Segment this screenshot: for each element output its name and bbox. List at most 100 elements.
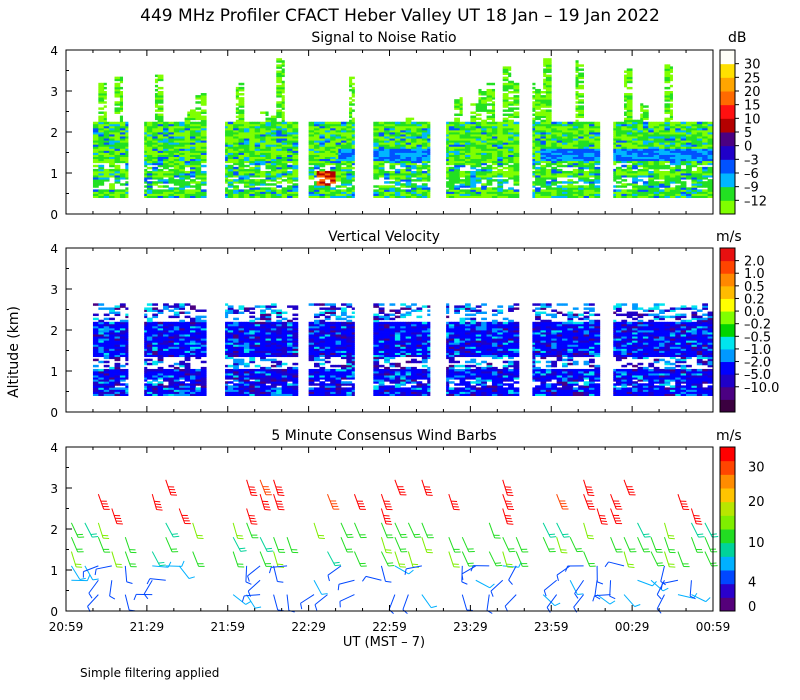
- snr-cell: [187, 191, 191, 194]
- snr-cell: [198, 158, 202, 162]
- snr-cell: [187, 158, 191, 162]
- snr-cell: [160, 99, 164, 102]
- snr-cell: [190, 125, 194, 129]
- snr-cell: [200, 136, 204, 139]
- snr-cell: [195, 97, 199, 100]
- snr-cell: [146, 132, 150, 135]
- snr-cell: [98, 154, 102, 157]
- snr-cell: [195, 101, 199, 104]
- snr-cell: [119, 134, 124, 137]
- snr-cell: [119, 144, 124, 147]
- snr-cell: [276, 189, 280, 192]
- snr-cell: [227, 156, 231, 160]
- snr-cell: [146, 166, 150, 170]
- snr-cell: [198, 123, 202, 127]
- snr-cell: [176, 150, 180, 153]
- snr-cell: [184, 181, 188, 184]
- snr-cell: [491, 170, 496, 174]
- snr-cell: [462, 189, 466, 192]
- snr-cell: [181, 148, 186, 151]
- snr-cell: [146, 162, 150, 166]
- snr-cell: [173, 195, 177, 198]
- snr-cell: [149, 132, 153, 135]
- snr-cell: [109, 158, 113, 162]
- snr-cell: [154, 127, 159, 131]
- snr-cell: [173, 146, 177, 149]
- snr-cell: [187, 181, 191, 184]
- snr-cell: [241, 93, 245, 96]
- snr-cell: [109, 140, 113, 143]
- snr-cell: [119, 91, 124, 94]
- snr-cell: [489, 103, 493, 106]
- snr-cell: [225, 140, 229, 143]
- snr-cell: [510, 119, 514, 123]
- snr-cell: [95, 150, 99, 153]
- snr-cell: [109, 191, 113, 194]
- snr-cell: [119, 189, 124, 192]
- snr-cell: [225, 191, 229, 194]
- snr-cell: [154, 103, 159, 106]
- snr-cell: [335, 121, 339, 125]
- snr-cell: [149, 152, 153, 155]
- snr-cell: [456, 117, 460, 121]
- snr-cell: [473, 115, 477, 119]
- snr-cell: [168, 170, 172, 174]
- snr-cell: [195, 173, 199, 176]
- snr-cell: [173, 144, 177, 147]
- snr-cell: [179, 160, 183, 164]
- snr-cell: [187, 189, 191, 192]
- snr-cell: [119, 195, 124, 198]
- snr-cell: [176, 193, 180, 196]
- snr-cell: [103, 177, 107, 180]
- snr-cell: [119, 193, 124, 196]
- snr-cell: [235, 158, 239, 162]
- snr-cell: [181, 142, 186, 145]
- snr-cell: [144, 193, 148, 196]
- snr-cell: [179, 187, 183, 190]
- snr-cell: [98, 179, 102, 182]
- snr-cell: [157, 189, 161, 192]
- snr-cell: [187, 134, 191, 137]
- snr-cell: [179, 185, 183, 188]
- snr-cell: [154, 115, 159, 119]
- snr-cell: [152, 183, 156, 186]
- snr-cell: [284, 187, 288, 190]
- snr-cell: [92, 152, 97, 155]
- snr-cell: [238, 132, 242, 135]
- snr-cell: [516, 107, 520, 110]
- snr-cell: [157, 121, 161, 125]
- snr-cell: [241, 166, 245, 170]
- snr-cell: [157, 158, 161, 162]
- snr-cell: [230, 189, 234, 192]
- snr-cell: [190, 168, 194, 172]
- snr-cell: [111, 173, 115, 176]
- snr-cell: [230, 140, 234, 143]
- snr-cell: [203, 191, 207, 194]
- snr-cell: [168, 168, 172, 172]
- snr-cell: [119, 152, 124, 155]
- snr-cell: [510, 101, 514, 104]
- snr-cell: [103, 91, 107, 94]
- snr-cell: [98, 136, 102, 139]
- snr-cell: [192, 132, 196, 135]
- snr-cell: [203, 179, 207, 182]
- snr-cell: [238, 150, 242, 153]
- snr-cell: [101, 97, 105, 100]
- snr-cell: [179, 179, 183, 182]
- snr-cell: [187, 148, 191, 151]
- snr-cell: [243, 195, 248, 198]
- snr-cell: [203, 144, 207, 147]
- snr-cell: [181, 134, 186, 137]
- snr-cell: [119, 117, 124, 121]
- snr-cell: [502, 189, 506, 192]
- snr-cell: [233, 185, 237, 188]
- snr-cell: [184, 119, 188, 123]
- snr-cell: [241, 121, 245, 125]
- snr-cell: [238, 125, 242, 129]
- snr-cell: [235, 191, 239, 194]
- snr-cell: [254, 187, 258, 190]
- snr-cell: [176, 121, 180, 125]
- snr-cell: [111, 127, 115, 131]
- snr-cell: [233, 138, 237, 141]
- snr-cell: [114, 181, 118, 184]
